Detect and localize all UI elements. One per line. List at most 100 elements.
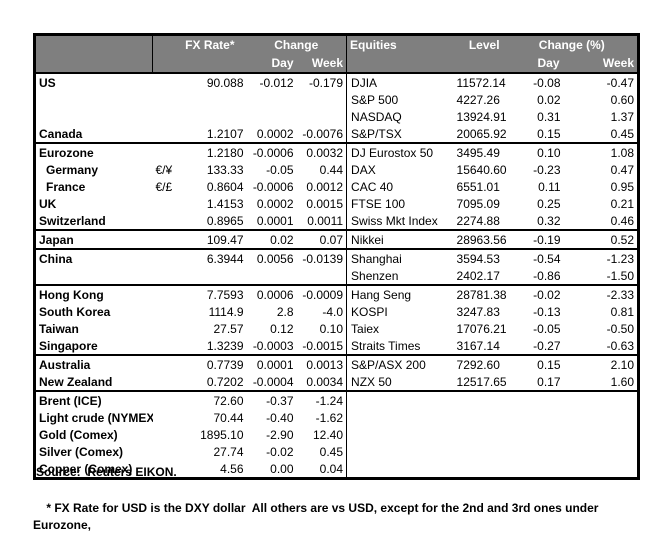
fx-rate-footnote: * FX Rate for USD is the DXY dollar All … [33,483,633,539]
equity-name-cell: NZX 50 [346,373,454,391]
equity-level-cell: 3594.53 [453,248,507,267]
fx-rate-cell: 27.74 [213,444,244,459]
header-blank-cell [346,54,507,74]
table-row: S&P 500 4227.26 0.02 0.60 [35,91,639,108]
fx-rate-cell: 0.8965 [206,213,244,228]
fx-country-cell: France [46,179,86,194]
table-row: France €/£ 0.8604 -0.0006 0.0012 CAC 40 6551.0… [35,178,639,195]
fx-rate-cell: 0.8604 [206,179,244,194]
equity-change-day-cell: 0.02 [537,92,561,107]
header-blank-cell [34,54,153,74]
fx-pair-symbol-cell [152,390,183,409]
fx-change-week-cell: 0.07 [296,229,347,249]
equity-change-day-cell: -0.13 [533,304,561,319]
equity-name-cell: CAC 40 [346,178,454,195]
table-row: Germany €/¥ 133.33 -0.05 0.44 DAX 15640.60 -0.2… [35,161,639,178]
fx-pair-symbol-cell [152,248,183,267]
equity-name-cell: FTSE 100 [346,195,454,212]
equity-change-day-cell: 0.15 [537,126,561,141]
fx-country-cell: Hong Kong [34,284,153,303]
fx-country-cell: Gold (Comex) [39,427,118,442]
equity-change-week-cell [567,426,639,443]
fx-rate-cell: 27.57 [213,321,244,336]
fx-rate-cell: 6.3944 [182,248,247,267]
equity-change-day-cell: -0.54 [506,248,567,267]
fx-pair-symbol-cell [153,303,183,320]
fx-country-cell: Switzerland [39,213,106,228]
header-eq-change-pct: Change (%) [506,34,639,54]
equity-level-cell: 28963.56 [453,229,507,249]
fx-pair-symbol-cell [153,320,183,337]
table-body: US 90.088 -0.012 -0.179 DJIA 11572.14 -0.08 -0.… [34,73,639,479]
equity-change-day-cell: 0.25 [537,196,561,211]
table-row: UK 1.4153 0.0002 0.0015 FTSE 100 7095.09 0.25 0… [35,195,639,212]
equity-name-cell [346,390,454,409]
fx-change-week-cell: -1.24 [296,390,347,409]
fx-change-day-cell: 0.02 [246,229,297,249]
equity-change-week-cell: 0.52 [566,229,639,249]
equity-change-day-cell: 0.31 [537,109,561,124]
equity-level-cell: 17076.21 [456,321,507,336]
fx-change-day-cell: -0.0003 [252,338,294,353]
table-row: Switzerland 0.8965 0.0001 0.0011 Swiss Mkt I… [35,212,639,230]
equity-level-cell: 15640.60 [456,162,507,177]
fx-country-cell: Japan [34,229,153,249]
equity-change-day-cell: 0.11 [538,179,561,194]
equity-change-week-cell [567,460,639,479]
fx-pair-symbol-cell: €/¥ [155,162,173,177]
fx-change-week-cell: -0.0015 [302,338,344,353]
fx-rate-cell: 90.088 [206,75,244,90]
equity-name-cell: Hang Seng [346,284,454,303]
header-level: Level [453,34,507,54]
equity-change-week-cell: -0.63 [606,338,635,353]
equity-change-week-cell: 0.45 [610,126,635,141]
fx-change-day-cell: 0.00 [270,461,294,476]
fx-rate-cell: 1.2107 [206,126,244,141]
equity-level-cell: 13924.91 [456,109,507,124]
equity-change-week-cell: 0.60 [610,92,635,107]
fx-rate-cell: 7.7593 [182,284,247,303]
fx-pair-symbol-cell [153,212,183,230]
equity-level-cell: 2402.17 [456,268,500,283]
fx-change-week-cell: -0.0139 [296,248,347,267]
equity-level-cell: 4227.26 [456,92,500,107]
fx-pair-symbol-cell [153,409,183,426]
equity-change-week-cell: 0.21 [610,196,635,211]
equity-change-week-cell [567,443,639,460]
equity-change-week-cell: -2.33 [566,284,639,303]
fx-rate-cell: 1.4153 [206,196,244,211]
fx-rate-cell: 70.44 [213,410,244,425]
fx-country-cell: Silver (Comex) [39,444,124,459]
fx-change-week-cell: -0.0076 [302,126,344,141]
equity-change-week-cell: -0.47 [606,75,635,90]
fx-pair-symbol-cell [153,443,183,460]
equity-name-cell: DJIA [346,73,454,91]
fx-change-day-cell: 0.0056 [246,248,297,267]
equity-level-cell [453,390,507,409]
fx-pair-symbol-cell [152,229,183,249]
fx-change-week-cell: 0.04 [319,461,344,476]
fx-rate-cell [183,267,247,285]
fx-rate-cell: 0.7739 [182,354,247,373]
fx-country-cell: Eurozone [34,142,153,161]
fx-rate-cell: 133.33 [206,162,244,177]
fx-country-cell: Light crude (NYMEX) [39,410,153,425]
fx-pair-symbol-cell [152,142,183,161]
equity-change-week-cell: 2.10 [566,354,639,373]
equity-name-cell: Swiss Mkt Index [346,212,454,230]
equity-change-day-cell: -0.02 [506,284,567,303]
equity-change-day-cell [507,409,567,426]
table-row: Light crude (NYMEX) 70.44 -0.40 -1.62 [35,409,639,426]
fx-change-day-cell: 0.0002 [256,196,294,211]
fx-rate-cell: 0.7202 [206,374,244,389]
equity-level-cell: 3247.83 [456,304,500,319]
fx-change-day-cell: -0.02 [266,444,294,459]
equity-change-day-cell [506,390,567,409]
fx-pair-symbol-cell: €/£ [155,179,173,194]
equity-level-cell: 3167.14 [456,338,500,353]
fx-country-cell: Canada [39,126,83,141]
equity-change-week-cell: -0.50 [606,321,635,336]
fx-country-cell: Copper (Comex) [39,461,133,476]
fx-equities-table: FX Rate* Change Equities Level Change (%… [33,33,641,480]
